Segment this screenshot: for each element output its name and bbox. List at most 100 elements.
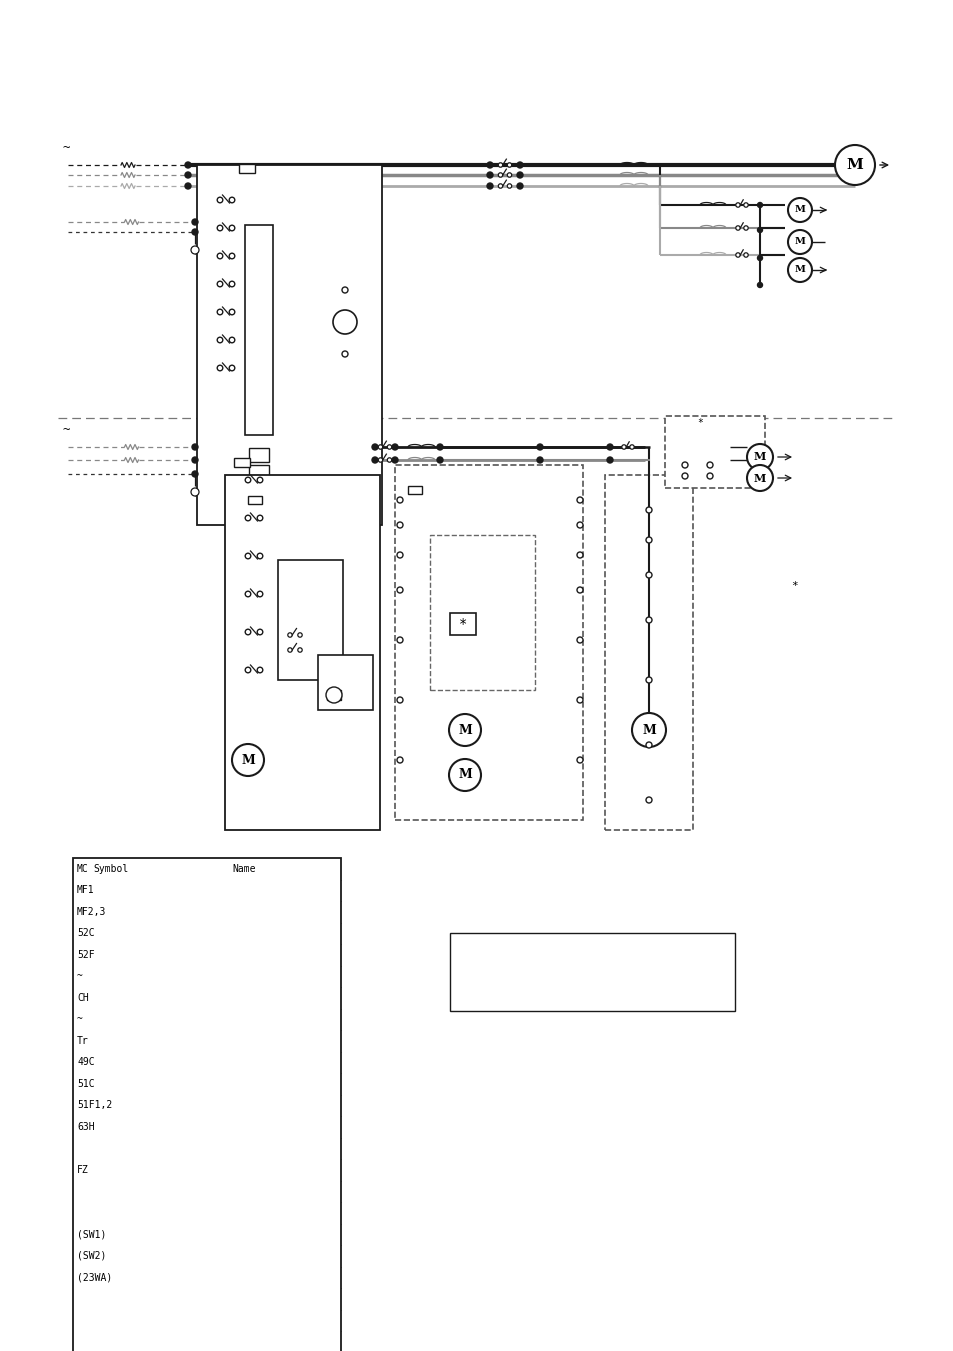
Circle shape — [631, 713, 665, 747]
Circle shape — [681, 473, 687, 480]
Circle shape — [396, 586, 402, 593]
Circle shape — [396, 638, 402, 643]
Circle shape — [191, 488, 199, 496]
Circle shape — [743, 253, 747, 257]
Circle shape — [645, 677, 651, 684]
Bar — [604, 476, 692, 830]
Text: M: M — [753, 451, 765, 462]
Circle shape — [257, 592, 262, 597]
Text: (SW1): (SW1) — [77, 1229, 107, 1239]
Circle shape — [757, 282, 761, 288]
Circle shape — [217, 309, 223, 315]
Bar — [239, 163, 254, 173]
Circle shape — [185, 182, 191, 189]
Circle shape — [245, 477, 251, 482]
Circle shape — [577, 521, 582, 528]
Text: M: M — [457, 724, 472, 736]
Circle shape — [577, 638, 582, 643]
Text: ~: ~ — [77, 1015, 83, 1024]
Circle shape — [288, 632, 292, 638]
Circle shape — [185, 162, 191, 168]
Text: ~: ~ — [62, 142, 70, 154]
Text: MF2,3: MF2,3 — [77, 907, 107, 917]
Text: M: M — [794, 205, 804, 215]
Circle shape — [245, 630, 251, 635]
Circle shape — [257, 667, 262, 673]
Circle shape — [743, 226, 747, 230]
Circle shape — [606, 457, 613, 463]
Text: 49C: 49C — [77, 1058, 94, 1067]
Circle shape — [577, 497, 582, 503]
Circle shape — [735, 226, 740, 230]
Circle shape — [217, 365, 223, 370]
Circle shape — [735, 203, 740, 207]
Circle shape — [232, 744, 264, 775]
Circle shape — [229, 365, 234, 370]
Circle shape — [396, 697, 402, 703]
Circle shape — [436, 444, 442, 450]
Circle shape — [735, 253, 740, 257]
Bar — [408, 486, 421, 494]
Circle shape — [577, 697, 582, 703]
Circle shape — [378, 444, 382, 449]
Bar — [317, 655, 373, 711]
Circle shape — [192, 471, 198, 477]
Circle shape — [257, 477, 262, 482]
Circle shape — [245, 592, 251, 597]
Circle shape — [387, 444, 392, 449]
Text: 51F1,2: 51F1,2 — [77, 1100, 112, 1111]
Circle shape — [192, 457, 198, 463]
Text: (SW2): (SW2) — [77, 1251, 107, 1260]
Circle shape — [606, 444, 613, 450]
Circle shape — [191, 246, 199, 254]
Circle shape — [245, 553, 251, 559]
Circle shape — [229, 253, 234, 259]
Bar — [73, 858, 340, 1351]
Text: FZ: FZ — [77, 1165, 89, 1175]
Circle shape — [257, 553, 262, 559]
Circle shape — [392, 457, 397, 463]
Circle shape — [229, 281, 234, 286]
Text: M: M — [753, 473, 765, 484]
Circle shape — [621, 444, 625, 449]
Text: M: M — [641, 724, 655, 736]
Bar — [196, 165, 381, 526]
Circle shape — [486, 172, 493, 178]
Circle shape — [645, 742, 651, 748]
Circle shape — [326, 688, 341, 703]
Circle shape — [229, 338, 234, 343]
Bar — [249, 465, 269, 480]
Text: 52C: 52C — [77, 928, 94, 938]
Bar — [327, 690, 340, 700]
Circle shape — [507, 163, 511, 168]
Bar — [430, 535, 535, 690]
Text: Name: Name — [233, 863, 256, 874]
Circle shape — [217, 281, 223, 286]
Circle shape — [486, 182, 493, 189]
Circle shape — [743, 203, 747, 207]
Text: M: M — [845, 158, 862, 172]
Bar — [233, 458, 250, 466]
Circle shape — [507, 184, 511, 188]
Circle shape — [757, 255, 761, 261]
Circle shape — [229, 197, 234, 203]
Circle shape — [497, 173, 502, 177]
Text: Symbol: Symbol — [92, 863, 128, 874]
Circle shape — [372, 457, 377, 463]
Text: M: M — [794, 238, 804, 246]
Circle shape — [706, 473, 712, 480]
Circle shape — [645, 617, 651, 623]
Circle shape — [387, 458, 392, 462]
Circle shape — [372, 444, 377, 450]
Circle shape — [787, 258, 811, 282]
Circle shape — [378, 458, 382, 462]
Circle shape — [507, 173, 511, 177]
Circle shape — [629, 444, 634, 449]
Circle shape — [517, 172, 522, 178]
Circle shape — [288, 647, 292, 653]
Circle shape — [757, 227, 761, 232]
Circle shape — [787, 199, 811, 222]
Text: *: * — [458, 617, 467, 631]
Circle shape — [497, 184, 502, 188]
Circle shape — [217, 197, 223, 203]
